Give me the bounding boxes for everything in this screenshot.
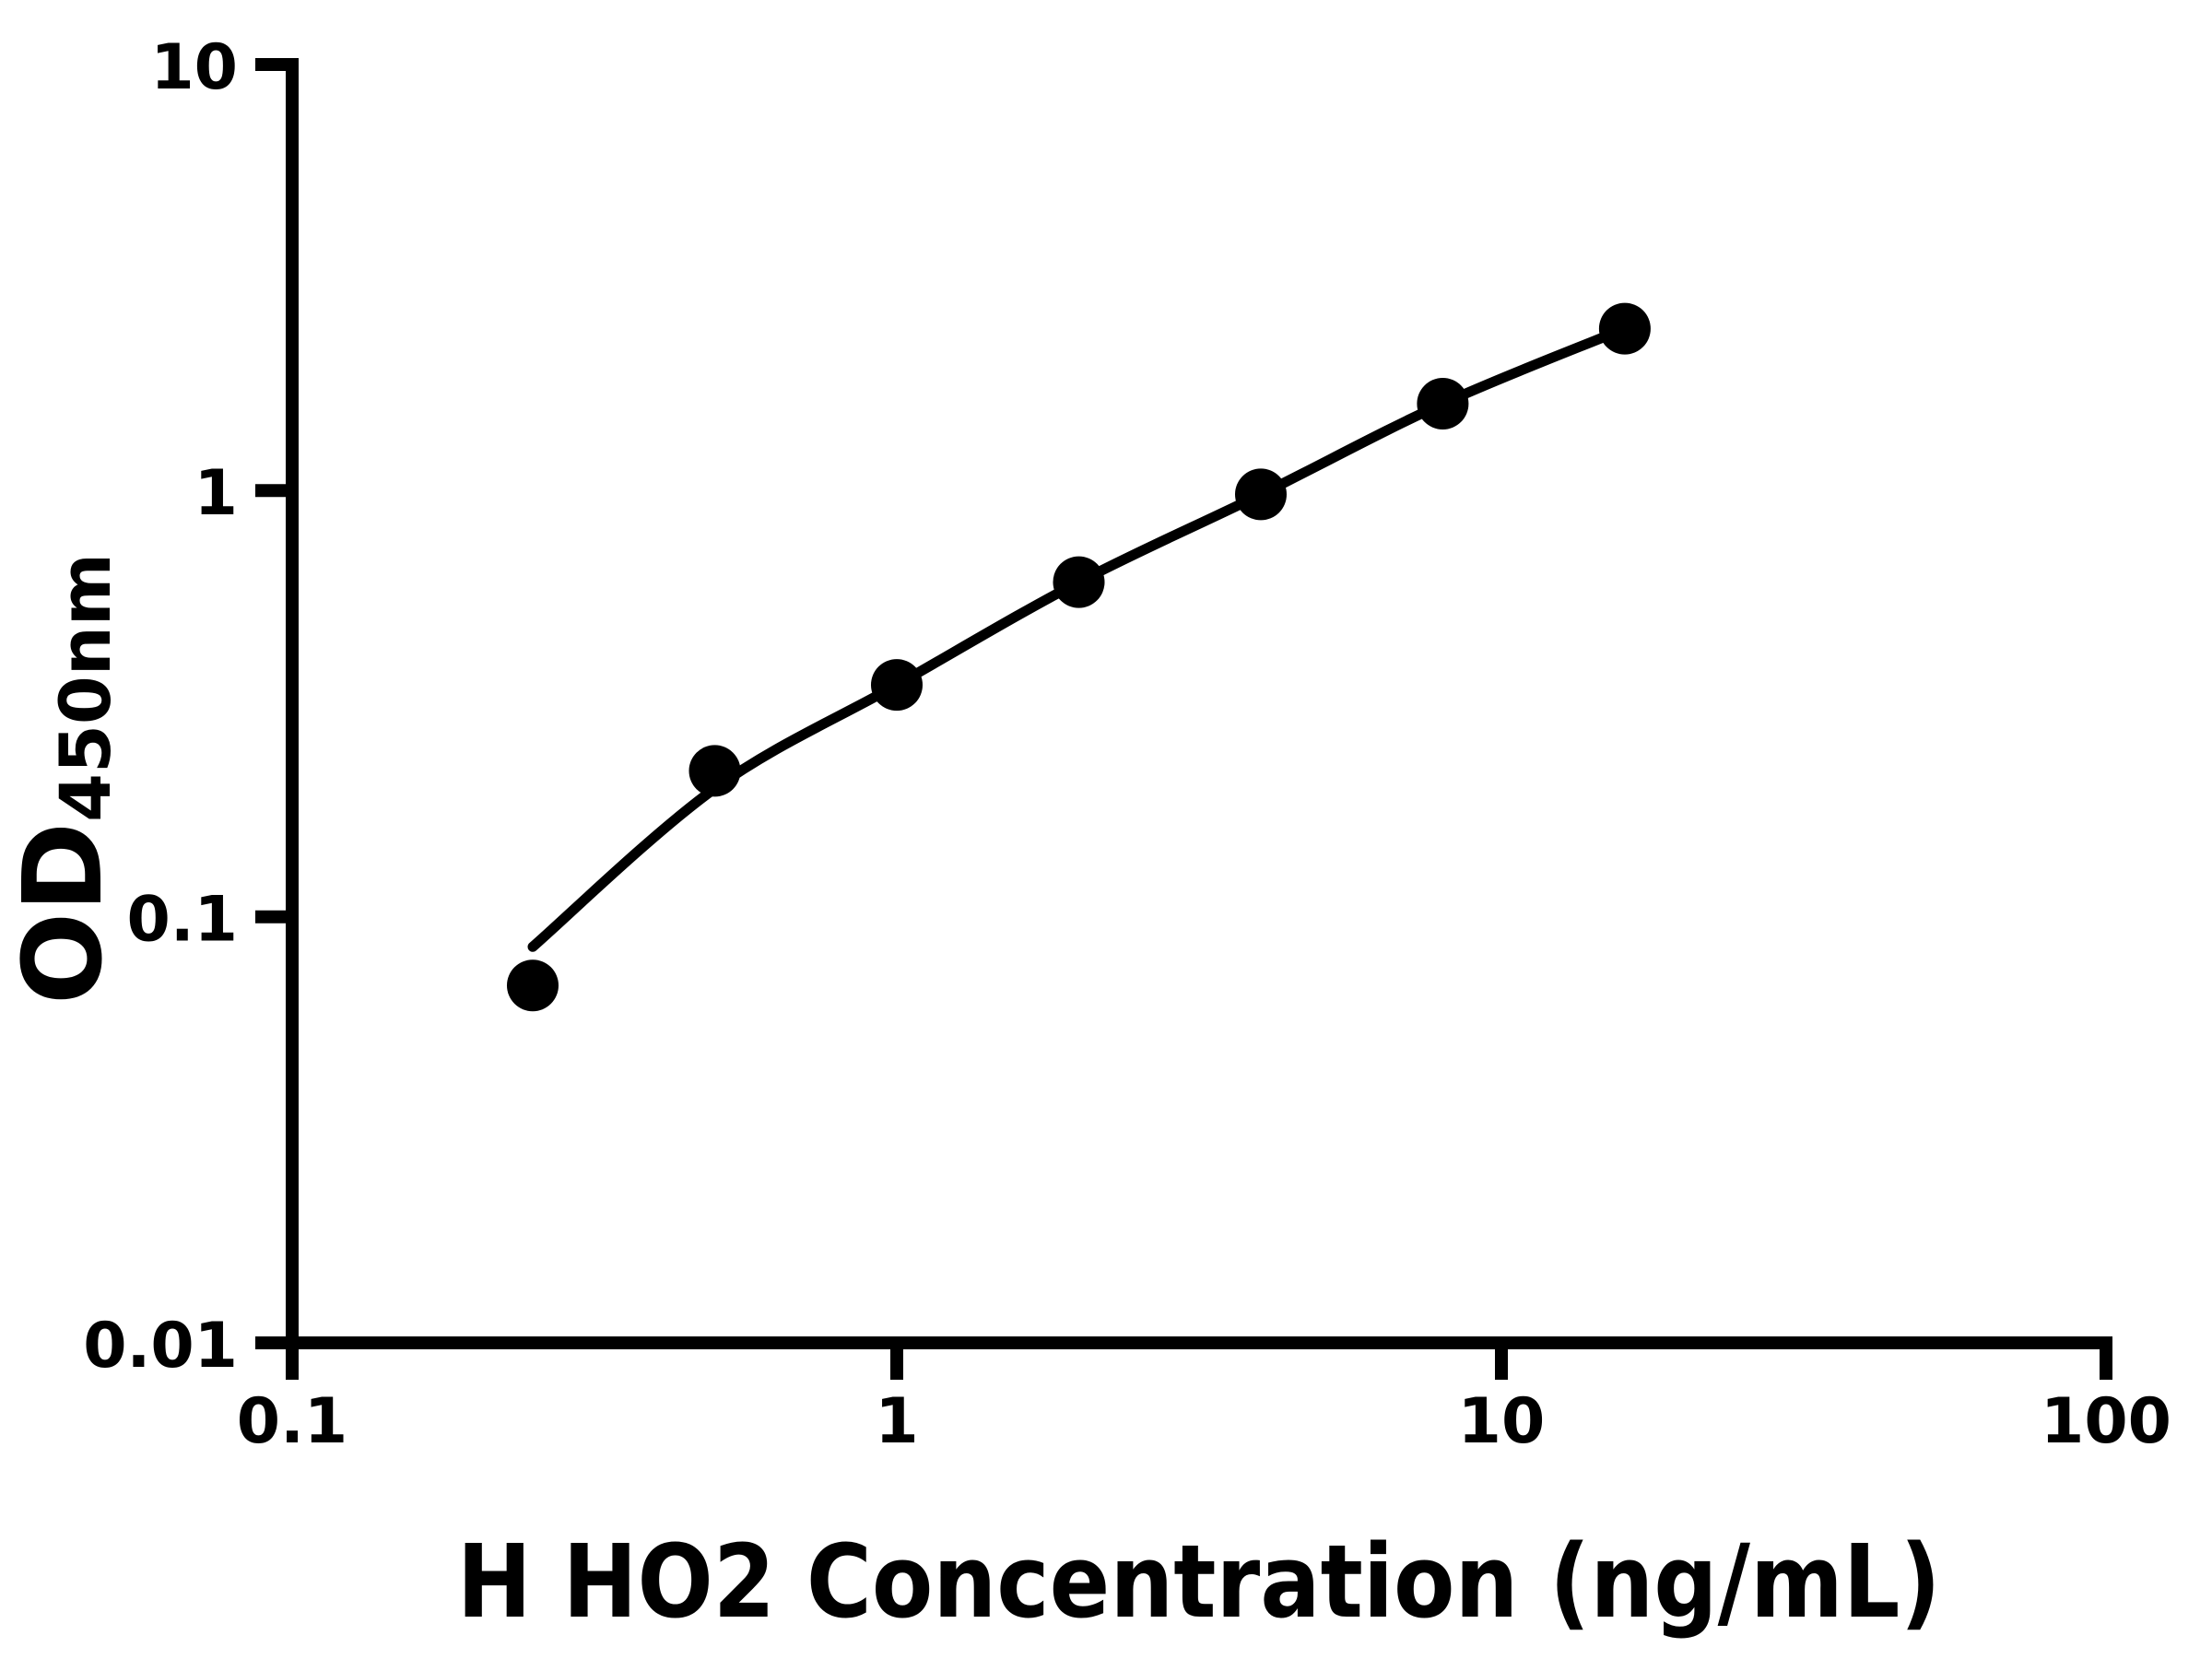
y-axis-title-main: OD bbox=[0, 821, 126, 1006]
data-point bbox=[871, 659, 923, 712]
y-tick-label: 0.01 bbox=[83, 1310, 238, 1382]
y-axis-title: OD450nm bbox=[0, 548, 130, 1009]
data-point bbox=[1598, 302, 1651, 355]
x-tick-label: 10 bbox=[1458, 1385, 1546, 1458]
data-point bbox=[507, 959, 559, 1012]
data-point bbox=[688, 745, 741, 797]
y-tick-label: 1 bbox=[194, 457, 238, 530]
x-tick-label: 100 bbox=[2041, 1385, 2171, 1458]
y-axis-title-subscript: 450nm bbox=[44, 552, 126, 822]
data-point bbox=[1235, 468, 1287, 521]
x-axis-title-text: H HO2 Concentration (ng/mL) bbox=[457, 1523, 1941, 1641]
x-axis-title: H HO2 Concentration (ng/mL) bbox=[292, 1523, 2106, 1641]
y-tick-label: 10 bbox=[150, 31, 238, 104]
x-tick-label: 1 bbox=[875, 1385, 918, 1458]
data-point bbox=[1417, 378, 1469, 429]
data-points bbox=[507, 302, 1651, 1012]
x-tick-label: 0.1 bbox=[237, 1385, 347, 1458]
data-point bbox=[1053, 556, 1105, 608]
y-tick-label: 0.1 bbox=[127, 884, 238, 957]
